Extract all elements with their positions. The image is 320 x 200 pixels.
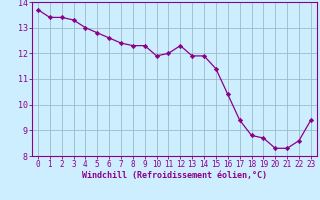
X-axis label: Windchill (Refroidissement éolien,°C): Windchill (Refroidissement éolien,°C)	[82, 171, 267, 180]
